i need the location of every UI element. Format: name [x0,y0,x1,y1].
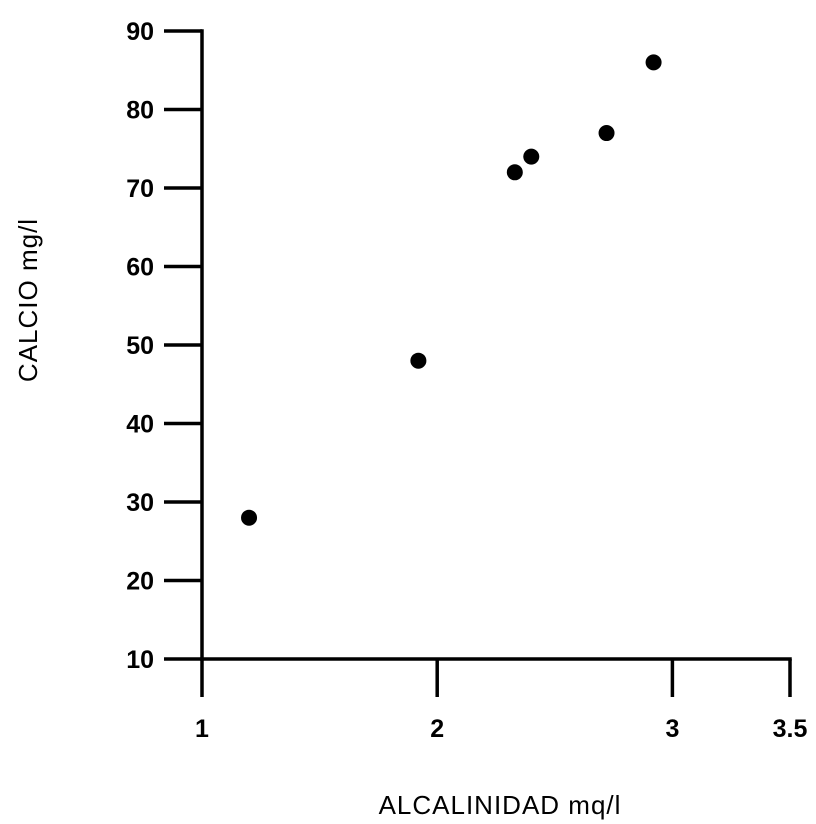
x-tick-label: 1 [195,715,209,743]
y-tick-label: 70 [126,175,154,203]
x-axis: 1 2 3 3.5 [195,657,808,743]
data-point [506,164,523,181]
data-point [241,509,258,526]
x-tick-label: 3.5 [773,715,808,743]
y-tick-label: 30 [126,489,154,517]
y-axis: 10 20 30 40 50 60 70 80 90 [126,18,204,674]
y-tick-label: 90 [126,18,154,46]
x-tick-label: 2 [430,715,444,743]
y-tick-label: 10 [126,646,154,674]
data-point [645,54,662,71]
y-tick-label: 20 [126,568,154,596]
data-point [410,352,427,369]
data-point [598,125,615,142]
data-point [523,148,540,165]
y-tick-label: 80 [126,97,154,125]
x-tick-label: 3 [665,715,679,743]
x-axis-title: ALCALINIDAD mq/l [379,790,622,820]
y-tick-label: 40 [126,411,154,439]
y-axis-title: CALCIO mg/l [13,218,43,382]
y-tick-label: 50 [126,332,154,360]
y-tick-label: 60 [126,254,154,282]
data-points [241,54,662,526]
